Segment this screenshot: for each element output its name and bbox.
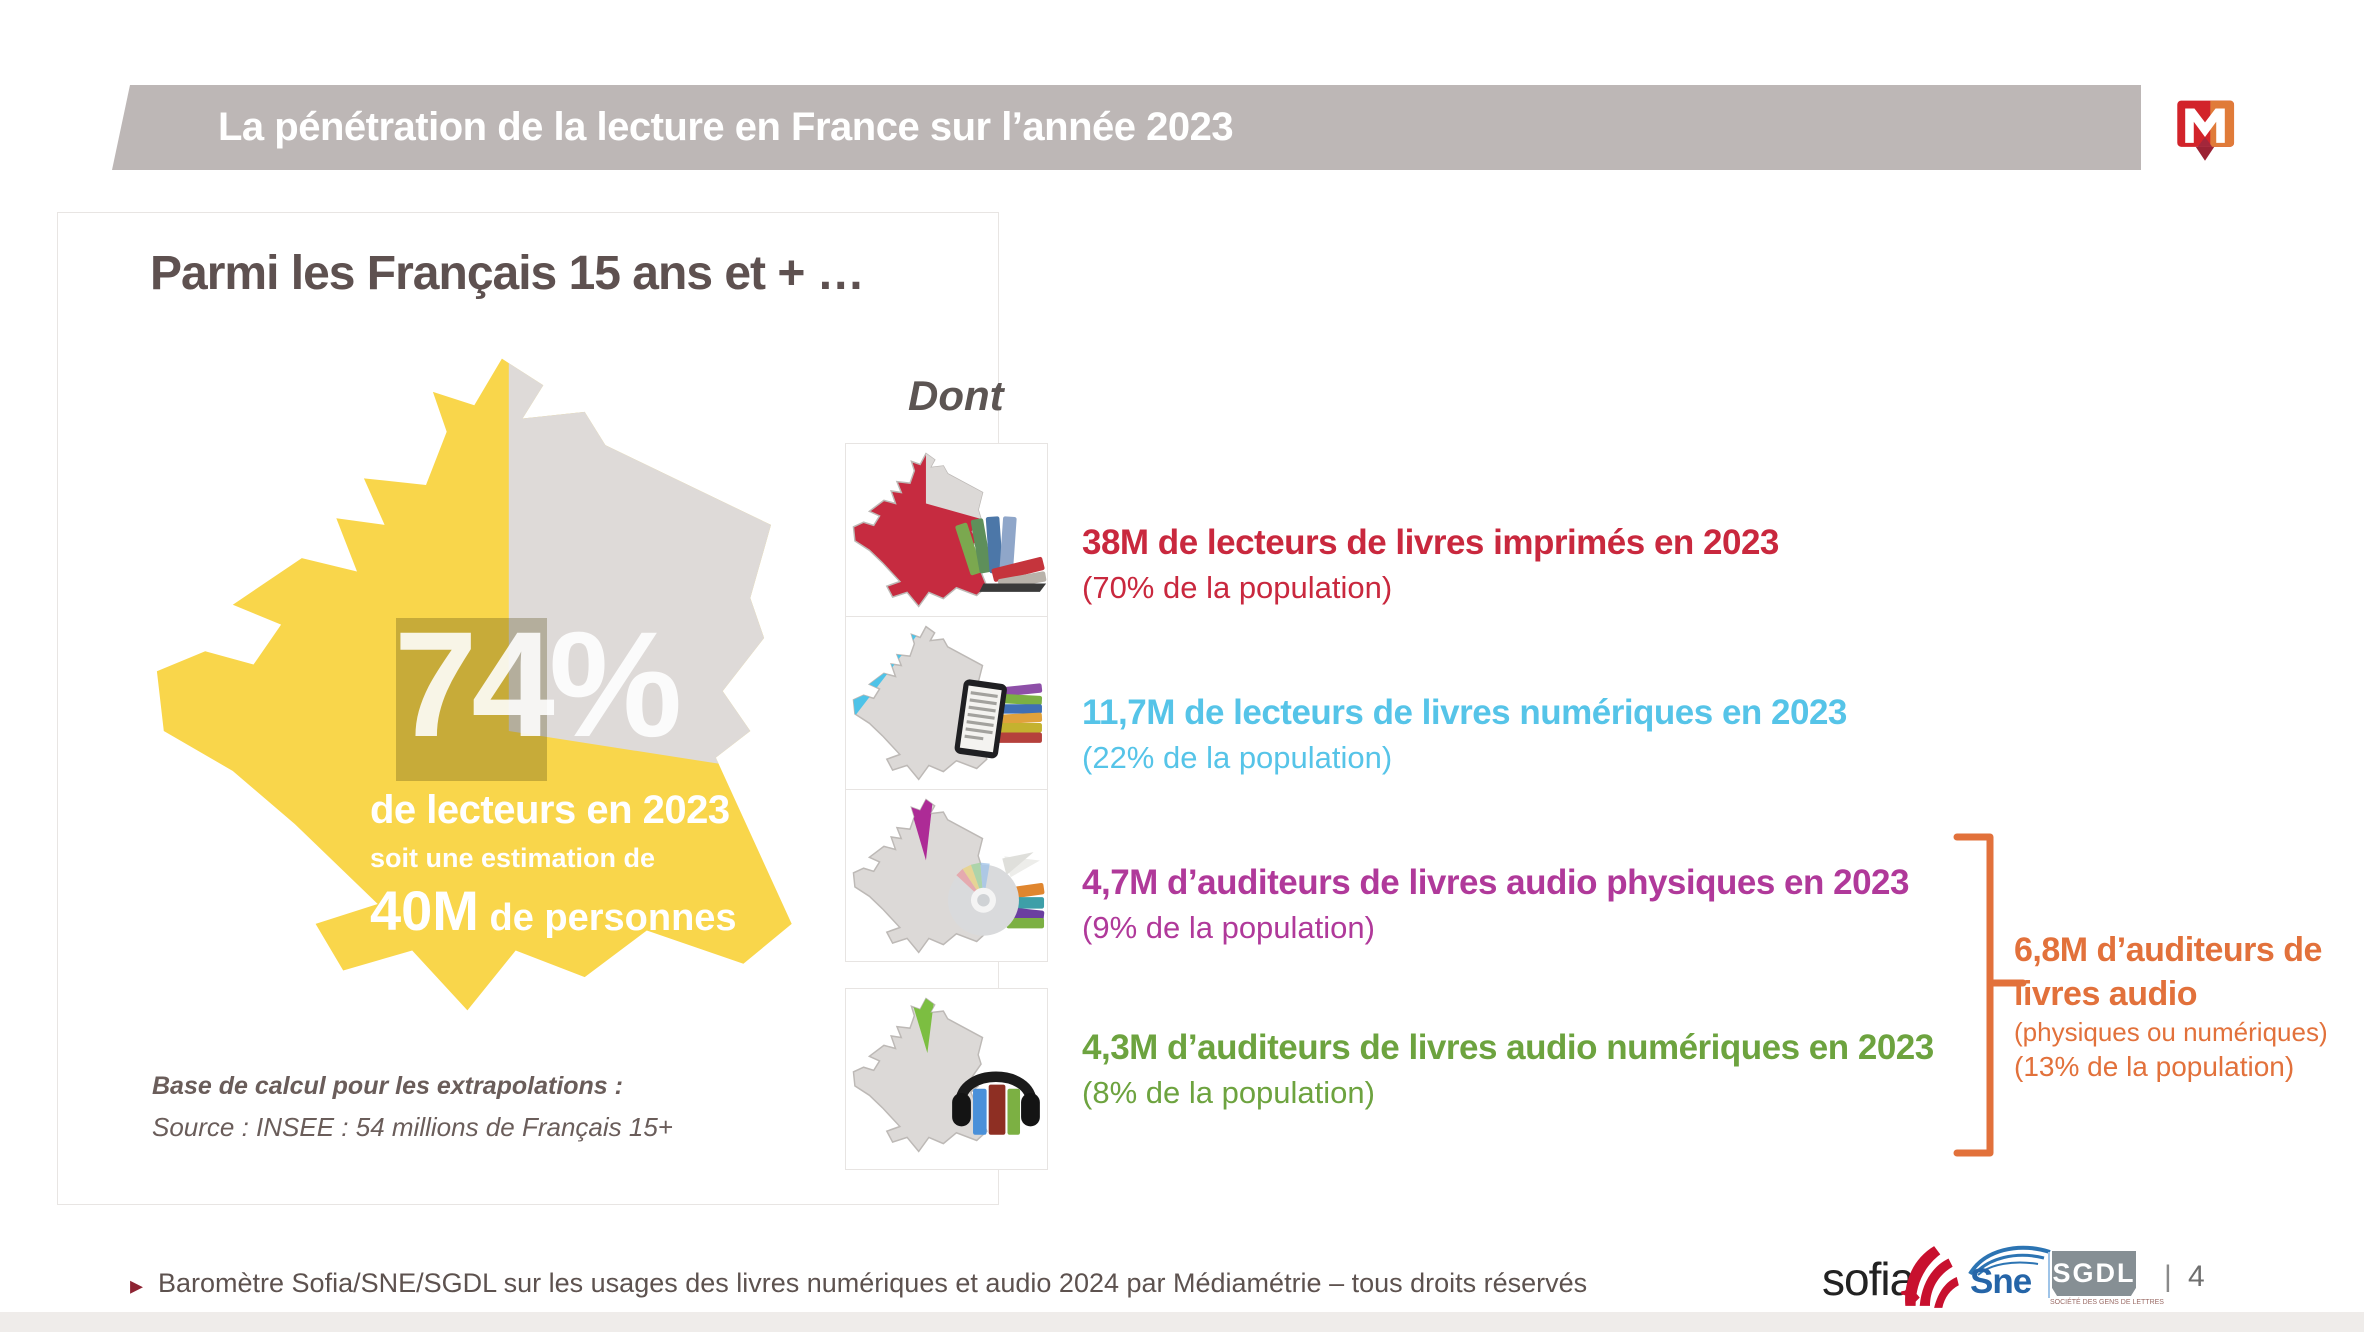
mini-map-cell-audio-numeriques [845,988,1048,1170]
mini-map-cell-numeriques [845,616,1048,790]
france-map-readers [156,358,792,1011]
ereader-books-icon [954,679,1043,759]
estimation-label: soit une estimation de [370,843,656,873]
france-map-audio-numeriques [852,997,988,1153]
readers-label: de lecteurs en 2023 [370,788,730,832]
base-note-title: Base de calcul pour les extrapolations : [152,1072,623,1100]
audio-combined-line3: (physiques ou numériques) [2014,1017,2328,1047]
sne-swoosh-icon [1968,1245,2051,1276]
books-stack-icon [955,516,1047,592]
france-map-imprimes [852,452,988,608]
base-note-source: Source : INSEE : 54 millions de Français… [152,1112,673,1142]
stat-title: 4,3M d’auditeurs de livres audio numériq… [1082,1028,1934,1067]
cd-books-icon [947,852,1045,936]
stat-title: 4,7M d’auditeurs de livres audio physiqu… [1082,863,1909,902]
sofia-logo: sofia [1822,1253,1915,1305]
sgdl-logo: SGDL [2052,1251,2136,1296]
sofia-fan-icon [1901,1246,1959,1308]
estimation-value-number: 40M [370,879,479,942]
stat-row-numeriques: 11,7M de lecteurs de livres numériques e… [1082,690,1847,780]
sne-wordmark: Sne [1970,1262,2032,1301]
stat-subtitle: (9% de la population) [1082,910,1375,945]
stat-row-imprimes: 38M de lecteurs de livres imprimés en 20… [1082,520,1779,610]
estimation-value: 40M de personnes [370,878,737,943]
dont-label: Dont [908,372,1004,419]
page-separator: | [2164,1260,2172,1293]
bottom-strip [0,1312,2364,1332]
audio-combined-note: 6,8M d’auditeurs de livres audio (physiq… [2014,928,2344,1084]
header-bar [112,85,2141,170]
readers-percent: 74% [394,600,682,768]
footer-bullet-icon: ▸ [130,1270,144,1300]
stat-row-audio-physiques: 4,7M d’auditeurs de livres audio physiqu… [1082,860,1909,950]
page-title: La pénétration de la lecture en France s… [218,105,1234,149]
mediametrie-logo-icon [2177,100,2235,161]
sne-divider [2048,1252,2050,1298]
stat-subtitle: (8% de la population) [1082,1075,1375,1110]
stat-row-audio-numeriques: 4,3M d’auditeurs de livres audio numériq… [1082,1025,1934,1115]
mini-map-cell-imprimes [845,443,1048,617]
sgdl-caption: SOCIÉTÉ DES GENS DE LETTRES [2050,1299,2164,1306]
mini-map-cell-audio-physiques [845,789,1048,962]
footer-source-text: Baromètre Sofia/SNE/SGDL sur les usages … [158,1268,1588,1298]
map-shade-box [396,618,547,781]
headphones-books-icon [952,1071,1040,1135]
stat-subtitle: (70% de la population) [1082,570,1393,605]
bracket-icon [1953,833,2027,1157]
panel-title: Parmi les Français 15 ans et + … [150,247,865,300]
stat-title: 11,7M de lecteurs de livres numériques e… [1082,693,1847,732]
audio-combined-line2: livres audio [2014,975,2197,1013]
france-map-numeriques [852,625,988,781]
audio-combined-line1: 6,8M d’auditeurs de [2014,931,2322,969]
audio-combined-line4: (13% de la population) [2014,1051,2295,1082]
stat-title: 38M de lecteurs de livres imprimés en 20… [1082,523,1779,562]
france-map-audio-physiques [852,798,988,954]
stat-subtitle: (22% de la population) [1082,740,1393,775]
page-number: 4 [2188,1260,2205,1293]
estimation-value-unit: de personnes [478,897,737,939]
